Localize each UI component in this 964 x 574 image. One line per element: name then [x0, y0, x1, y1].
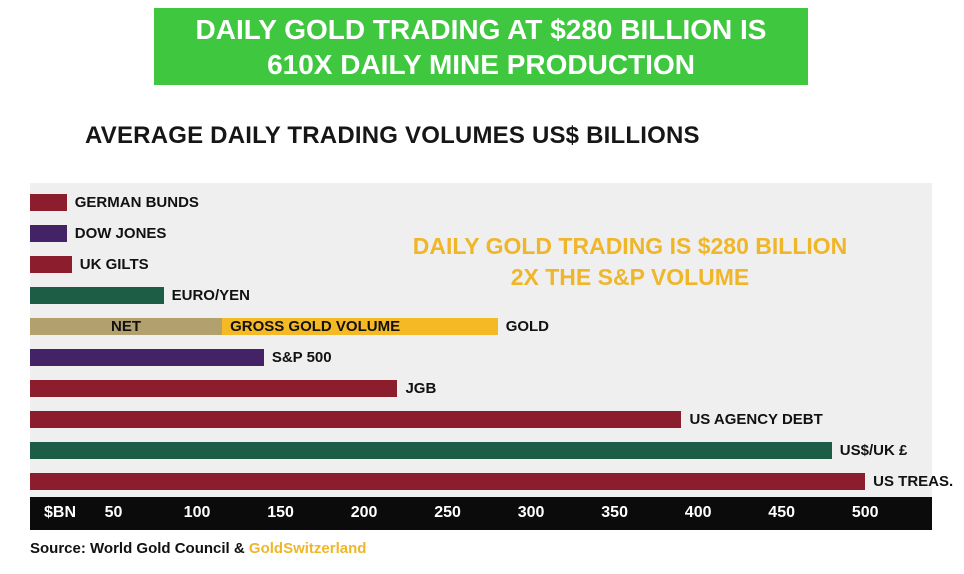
bar-us-treas [30, 473, 866, 490]
plot-area: DAILY GOLD TRADING IS $280 BILLION 2X TH… [30, 183, 953, 497]
x-tick-300: 300 [517, 504, 545, 521]
bar-uk-gilts [30, 256, 72, 273]
source-line: Source: World Gold Council & GoldSwitzer… [30, 540, 366, 557]
x-axis: $BN 50 100 150 200 250 300 350 400 450 500 [30, 497, 932, 530]
bar-s-p-500 [30, 349, 264, 366]
bar-dow-jones [30, 225, 67, 242]
bar-row-s-p-500: S&P 500 [30, 342, 932, 373]
bars: GERMAN BUNDS DOW JONES UK GILTS EURO/YEN NET… [30, 187, 953, 497]
bar-label-uk-gilts: UK GILTS [79, 256, 149, 273]
x-tick-100: 100 [183, 504, 211, 521]
bar-label-euro-yen: EURO/YEN [171, 287, 250, 304]
bar-label-us-agency-debt: US AGENCY DEBT [689, 411, 823, 428]
bar-segment-net: NET [30, 318, 223, 335]
x-tick-150: 150 [267, 504, 294, 521]
segment-label-net: NET [111, 318, 142, 335]
source-brand: GoldSwitzerland [248, 540, 367, 557]
bar-row-jgb: JGB [30, 373, 932, 404]
headline-line1: DAILY GOLD TRADING AT $280 BILLION IS [195, 13, 767, 45]
bar-label-us-uk: US$/UK £ [839, 442, 908, 459]
bar-chart: DAILY GOLD TRADING IS $280 BILLION 2X TH… [30, 183, 953, 530]
bar-us-uk [30, 442, 832, 459]
bar-us-agency-debt [30, 411, 682, 428]
x-tick-250: 250 [434, 504, 461, 521]
chart-title: AVERAGE DAILY TRADING VOLUMES US$ BILLIO… [85, 122, 700, 149]
bar-label-german-bunds: GERMAN BUNDS [74, 194, 199, 211]
bar-label-us-treas: US TREAS. [873, 473, 954, 490]
bar-segment-gross-gold-volume: GROSS GOLD VOLUME [222, 318, 498, 335]
source-text: Source: World Gold Council & [30, 540, 249, 557]
bar-row-dow-jones: DOW JONES [30, 218, 932, 249]
bar-jgb [30, 380, 398, 397]
bar-euro-yen [30, 287, 164, 304]
bar-row-euro-yen: EURO/YEN [30, 280, 932, 311]
chart-annotation: DAILY GOLD TRADING IS $280 BILLION 2X TH… [330, 231, 930, 293]
bar-label-dow-jones: DOW JONES [74, 225, 167, 242]
x-tick-500: 500 [851, 504, 879, 521]
bar-row-us-treas: US TREAS. [30, 466, 953, 497]
bar-row-german-bunds: GERMAN BUNDS [30, 187, 932, 218]
x-tick-400: 400 [684, 504, 712, 521]
annotation-line2: 2X THE S&P VOLUME [510, 264, 750, 290]
bar-row-us-uk: US$/UK £ [30, 435, 932, 466]
x-tick-350: 350 [601, 504, 628, 521]
segment-label-gross-gold-volume: GROSS GOLD VOLUME [230, 318, 401, 335]
x-axis-unit-label: $BN [44, 504, 77, 521]
bar-german-bunds [30, 194, 67, 211]
x-tick-200: 200 [350, 504, 378, 521]
bar-label-gold: GOLD [505, 318, 550, 335]
headline-line2: 610X DAILY MINE PRODUCTION [267, 48, 695, 80]
x-tick-50: 50 [104, 504, 123, 521]
x-tick-450: 450 [768, 504, 796, 521]
bar-row-uk-gilts: UK GILTS [30, 249, 932, 280]
bar-row-gold: NET GROSS GOLD VOLUME GOLD [30, 311, 932, 342]
bar-row-us-agency-debt: US AGENCY DEBT [30, 404, 932, 435]
annotation-line1: DAILY GOLD TRADING IS $280 BILLION [412, 233, 848, 259]
bar-label-s-p-500: S&P 500 [271, 349, 332, 366]
headline-banner: DAILY GOLD TRADING AT $280 BILLION IS 61… [154, 8, 808, 85]
bar-label-jgb: JGB [405, 380, 437, 397]
